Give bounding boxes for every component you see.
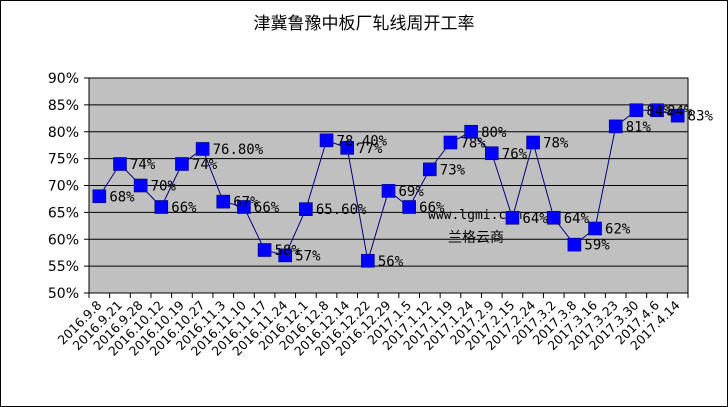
data-label: 76.80% [213, 142, 264, 158]
data-point [175, 157, 189, 171]
data-label: 80% [481, 125, 507, 141]
y-tick-label: 70% [48, 179, 79, 195]
data-point [361, 253, 375, 268]
data-label: 64% [564, 211, 590, 227]
data-point [278, 248, 293, 263]
data-point [670, 108, 685, 123]
y-tick-label: 55% [48, 259, 79, 275]
data-point [154, 200, 169, 214]
data-point [195, 142, 210, 156]
data-point [299, 202, 313, 216]
data-label: 69% [399, 184, 425, 200]
data-point [443, 135, 458, 150]
watermark-name: 兰格云商 [448, 230, 504, 246]
data-point [588, 221, 602, 236]
y-tick-label: 90% [48, 71, 79, 87]
y-tick-label: 65% [48, 205, 79, 221]
data-label: 78% [460, 136, 486, 152]
y-tick-label: 75% [48, 152, 79, 168]
chart-title: 津冀鲁豫中板厂轧线周开工率 [253, 14, 475, 34]
data-label: 57% [295, 248, 321, 264]
data-point [608, 119, 623, 134]
data-point [484, 146, 499, 161]
y-tick-label: 60% [48, 232, 79, 248]
data-label: 66% [171, 200, 197, 216]
data-point [629, 103, 644, 118]
data-point [92, 189, 107, 204]
data-point [216, 194, 231, 209]
data-label: 84% [646, 103, 672, 119]
data-point [505, 210, 520, 225]
data-label: 78% [543, 136, 569, 152]
data-label: 70% [151, 179, 177, 195]
data-point [567, 237, 582, 252]
data-label: 77% [357, 141, 383, 157]
data-label: 78.40% [337, 133, 388, 149]
data-label: 74% [192, 157, 218, 173]
data-label: 68% [109, 189, 135, 205]
data-label: 59% [584, 238, 610, 254]
y-tick-label: 85% [48, 98, 79, 114]
y-tick-label: 80% [48, 125, 79, 141]
data-label: 73% [440, 162, 466, 178]
data-point [257, 243, 272, 257]
data-label: 74% [130, 157, 156, 173]
watermark-url: www.lgmi.com [428, 208, 522, 223]
data-point [546, 210, 561, 225]
data-label: 84% [667, 103, 693, 119]
data-point [133, 178, 148, 193]
data-label: 65.60% [316, 202, 367, 218]
data-point [237, 200, 251, 214]
data-label: 66% [254, 200, 280, 216]
data-point [113, 157, 127, 171]
data-point [423, 162, 437, 177]
data-point [381, 184, 396, 198]
data-label: 83% [688, 109, 714, 125]
data-label: 64% [522, 211, 548, 227]
y-tick-label: 50% [48, 286, 79, 302]
data-label: 66% [419, 200, 445, 216]
data-label: 67% [233, 195, 259, 211]
data-point [464, 124, 478, 139]
data-label: 62% [605, 222, 631, 238]
data-point [402, 200, 416, 214]
data-label: 76% [502, 146, 528, 162]
data-point [650, 103, 664, 118]
data-label: 56% [378, 254, 404, 270]
data-point [526, 135, 540, 150]
data-point [319, 133, 334, 148]
data-label: 81% [626, 119, 652, 135]
data-label: 58% [275, 243, 301, 259]
data-point [340, 141, 354, 155]
